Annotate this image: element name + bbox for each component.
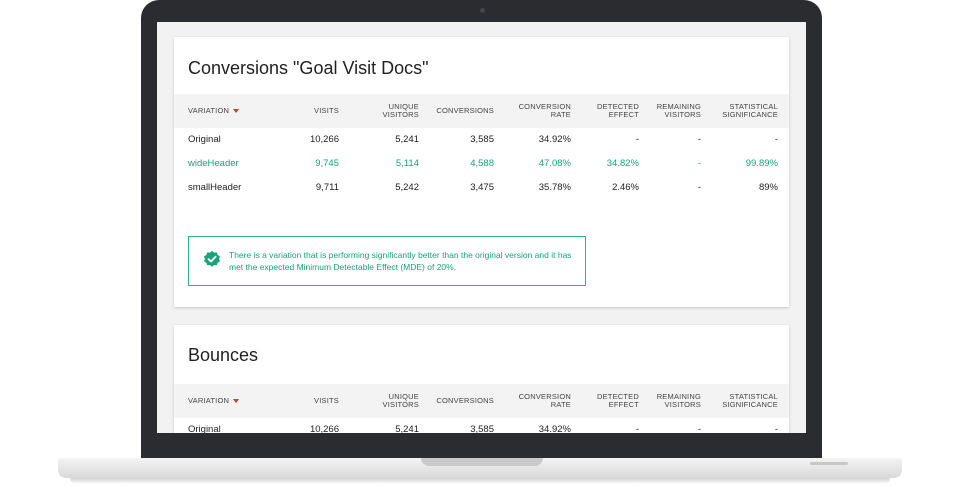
column-header-variation[interactable]: VARIATION [188,94,308,128]
column-header-detected-effect[interactable]: DETECTED EFFECT [596,102,639,119]
table-row: wideHeader 9,745 5,114 4,588 47.08% 34.8… [174,152,789,176]
bounces-card: Bounces VARIATION VISITS UNIQUE VISITORS… [174,325,789,433]
cell-remaining-visitors: - [697,134,701,145]
column-header-conversions[interactable]: CONVERSIONS [436,396,494,405]
column-header-remaining-visitors[interactable]: REMAINING VISITORS [656,102,701,119]
cell-visits: 9,745 [315,158,339,169]
laptop-base-slit [810,462,848,465]
laptop-screen: Conversions "Goal Visit Docs" VARIATION … [157,22,806,433]
cell-remaining-visitors: - [697,424,701,433]
cell-conversion-rate: 35.78% [538,182,571,193]
cell-visits: 10,266 [309,424,339,433]
cell-significance: 99.89% [745,158,778,169]
column-header-statistical-significance[interactable]: STATISTICAL SIGNIFICANCE [722,102,778,119]
laptop-base-notch [421,458,543,466]
cell-variation: Original [188,134,221,145]
column-header-conversions[interactable]: CONVERSIONS [436,106,494,115]
cell-conversion-rate: 34.92% [538,424,571,433]
significance-notice: There is a variation that is performing … [188,236,586,286]
cell-conversions: 3,585 [470,134,494,145]
cell-unique-visitors: 5,114 [395,158,419,169]
cell-visits: 9,711 [315,182,339,193]
cell-variation: Original [188,424,221,433]
cell-remaining-visitors: - [697,182,701,193]
cell-remaining-visitors: - [697,158,701,169]
laptop-base [58,458,902,478]
column-header-conversion-rate[interactable]: CONVERSION RATE [518,102,571,119]
column-header-visits[interactable]: VISITS [314,396,339,405]
cell-variation: wideHeader [188,158,239,169]
column-header-unique-visitors[interactable]: UNIQUE VISITORS [382,102,419,119]
cell-unique-visitors: 5,241 [395,134,419,145]
cell-conversions: 3,475 [470,182,494,193]
cell-conversion-rate: 34.92% [538,134,571,145]
table-row: Original 10,266 5,241 3,585 34.92% - - - [174,418,789,433]
bounces-table-header: VARIATION VISITS UNIQUE VISITORS CONVERS… [174,384,789,418]
cell-conversions: 4,588 [470,158,494,169]
conversions-card: Conversions "Goal Visit Docs" VARIATION … [174,37,789,307]
cell-unique-visitors: 5,241 [395,424,419,433]
column-header-unique-visitors[interactable]: UNIQUE VISITORS [382,392,419,409]
column-header-remaining-visitors[interactable]: REMAINING VISITORS [656,392,701,409]
laptop-shadow [70,478,890,484]
column-header-variation[interactable]: VARIATION [188,384,308,418]
notice-text: There is a variation that is performing … [229,250,572,272]
column-header-visits[interactable]: VISITS [314,106,339,115]
cell-detected-effect: 34.82% [606,158,639,169]
camera-icon [480,8,485,13]
cell-significance: - [774,134,778,145]
cell-significance: - [774,424,778,433]
cell-conversion-rate: 47.08% [538,158,571,169]
cell-detected-effect: - [635,134,639,145]
column-header-detected-effect[interactable]: DETECTED EFFECT [596,392,639,409]
table-row: Original 10,266 5,241 3,585 34.92% - - - [174,128,789,152]
cell-detected-effect: 2.46% [612,182,639,193]
bounces-title: Bounces [188,345,259,365]
cell-variation: smallHeader [188,182,242,193]
conversions-title: Conversions "Goal Visit Docs" [188,58,429,78]
cell-unique-visitors: 5,242 [395,182,419,193]
conversions-table-header: VARIATION VISITS UNIQUE VISITORS CONVERS… [174,94,789,128]
table-row: smallHeader 9,711 5,242 3,475 35.78% 2.4… [174,176,789,200]
check-badge-icon [203,250,221,267]
sort-arrow-icon[interactable] [233,109,240,113]
cell-conversions: 3,585 [470,424,494,433]
cell-visits: 10,266 [309,134,339,145]
column-header-conversion-rate[interactable]: CONVERSION RATE [518,392,571,409]
column-header-statistical-significance[interactable]: STATISTICAL SIGNIFICANCE [722,392,778,409]
cell-significance: 89% [758,182,778,193]
cell-detected-effect: - [635,424,639,433]
sort-arrow-icon[interactable] [233,399,240,403]
